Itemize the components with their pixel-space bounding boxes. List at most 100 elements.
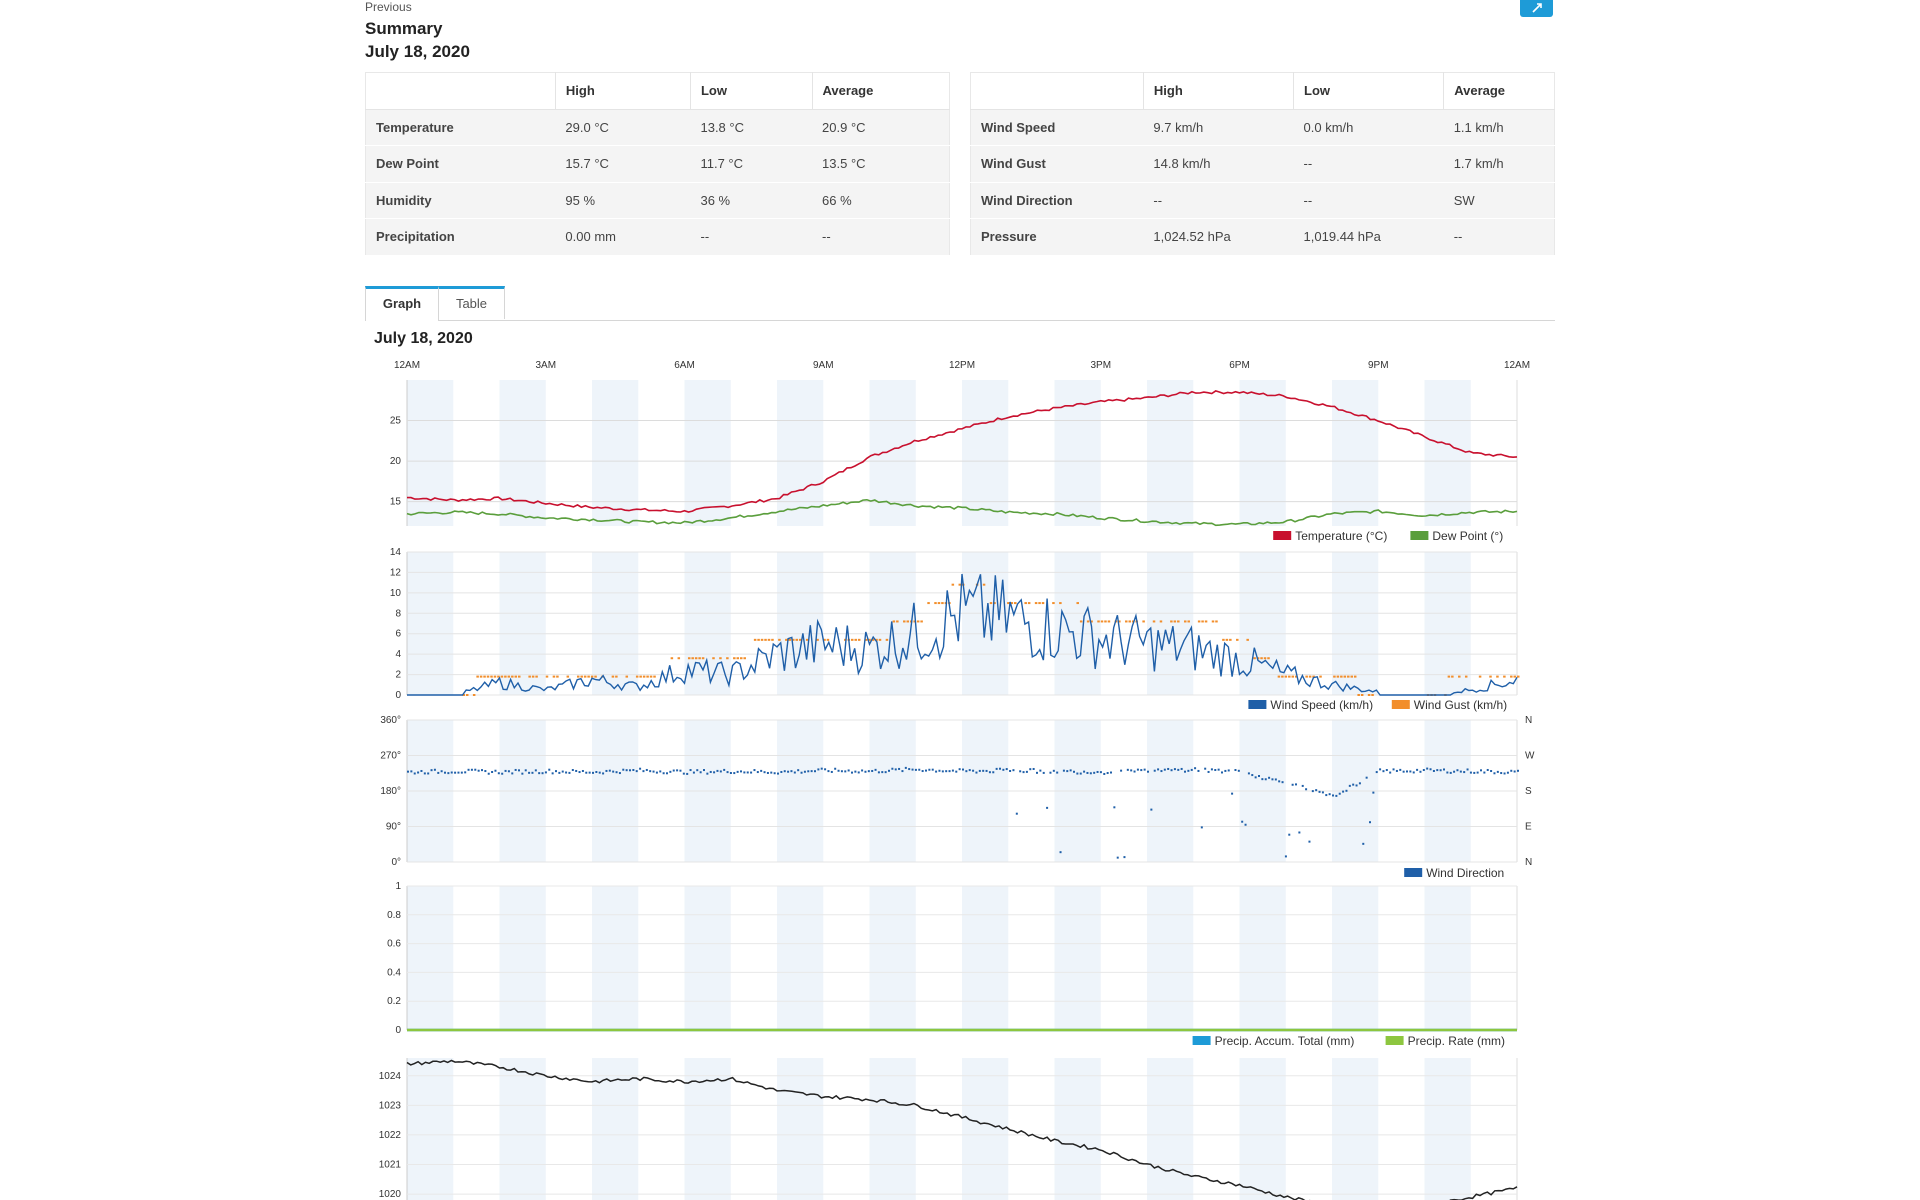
direction-point	[1244, 823, 1247, 826]
y-tick-label: 12	[390, 567, 402, 578]
direction-point	[588, 771, 591, 774]
direction-point	[1449, 771, 1452, 774]
direction-point	[1039, 769, 1042, 772]
previous-link[interactable]: Previous	[365, 0, 412, 14]
gust-mark	[1517, 675, 1520, 678]
hour-band	[1424, 886, 1471, 1030]
direction-point	[817, 768, 820, 771]
direction-point	[1517, 769, 1519, 772]
direction-point	[854, 770, 857, 773]
gust-mark	[1288, 675, 1291, 678]
gust-mark	[594, 675, 597, 678]
direction-point	[837, 769, 840, 772]
direction-point	[1059, 851, 1062, 854]
direction-point	[1234, 769, 1237, 772]
tab-table[interactable]: Table	[439, 286, 505, 319]
hour-band	[407, 552, 454, 695]
direction-point	[931, 768, 934, 771]
expand-button[interactable]	[1520, 0, 1553, 17]
cell-low: 13.8 °C	[690, 108, 813, 146]
direction-point	[911, 768, 914, 771]
direction-point	[723, 768, 726, 771]
direction-point	[965, 770, 968, 773]
y-tick-label: 4	[395, 649, 401, 660]
direction-point	[1469, 771, 1472, 774]
gust-mark	[535, 675, 538, 678]
direction-point	[753, 769, 756, 772]
direction-point	[1083, 770, 1086, 773]
direction-point	[1103, 772, 1106, 775]
direction-point	[1049, 771, 1052, 774]
direction-point	[1466, 768, 1469, 771]
gust-mark	[476, 675, 479, 678]
direction-point	[1187, 769, 1190, 772]
gust-mark	[1076, 602, 1079, 605]
direction-point	[635, 770, 638, 773]
gust-mark	[611, 675, 615, 678]
direction-point	[645, 768, 648, 771]
direction-point	[1147, 770, 1149, 773]
direction-point	[706, 772, 709, 775]
y-tick-label: 0.6	[387, 939, 401, 950]
direction-point	[1062, 769, 1065, 772]
direction-point	[1358, 782, 1361, 785]
direction-point	[1352, 783, 1355, 786]
y-tick-label: 1022	[379, 1130, 402, 1141]
direction-point	[1375, 771, 1378, 774]
gust-mark	[1097, 620, 1100, 623]
direction-point	[982, 769, 985, 772]
summary-table-right: High Low Average Wind Speed 9.7 km/h 0.0…	[970, 72, 1555, 256]
direction-point	[1015, 812, 1018, 815]
gust-mark	[1125, 620, 1128, 623]
direction-point	[1130, 769, 1133, 772]
gust-mark	[1347, 675, 1350, 678]
direction-point	[410, 770, 413, 773]
table-row: Temperature 29.0 °C 13.8 °C 20.9 °C	[365, 108, 950, 146]
direction-point	[484, 770, 487, 773]
legend-swatch	[1404, 868, 1423, 877]
direction-point	[1210, 768, 1213, 771]
direction-point	[507, 770, 510, 773]
y-tick-label: 2	[395, 670, 401, 681]
direction-point	[1099, 771, 1102, 774]
cell-average: 66 %	[812, 181, 950, 219]
direction-point	[696, 769, 699, 772]
y-tick-label: 0.4	[387, 967, 401, 978]
gust-mark	[740, 657, 743, 660]
direction-point	[444, 771, 446, 774]
direction-point	[985, 769, 988, 772]
direction-point	[807, 770, 810, 773]
direction-point	[1150, 808, 1153, 811]
direction-point	[608, 769, 611, 772]
direction-point	[1325, 794, 1328, 797]
direction-point	[857, 771, 860, 774]
cell-high: 29.0 °C	[555, 108, 691, 146]
y-tick-label: 180°	[380, 786, 401, 797]
hour-band	[407, 886, 454, 1030]
direction-point	[1029, 768, 1032, 771]
direction-point	[413, 772, 416, 775]
time-axis-label: 6PM	[1229, 360, 1250, 371]
gust-mark	[1118, 620, 1121, 623]
direction-point	[531, 771, 534, 774]
cell-low: 1,019.44 hPa	[1293, 218, 1444, 256]
y-tick-label-right: N	[1525, 715, 1532, 726]
gust-mark	[493, 675, 497, 678]
y-tick-label: 90°	[386, 822, 401, 833]
gust-mark	[1027, 602, 1031, 605]
direction-point	[1284, 855, 1287, 858]
gust-mark	[792, 638, 795, 641]
gust-mark	[1312, 675, 1315, 678]
direction-point	[1271, 778, 1274, 781]
tab-graph[interactable]: Graph	[365, 286, 439, 321]
y-tick-label-right: S	[1525, 786, 1532, 797]
direction-point	[1116, 856, 1119, 859]
direction-point	[615, 771, 618, 774]
gust-mark	[753, 638, 757, 641]
direction-point	[1318, 790, 1321, 793]
direction-point	[1399, 768, 1402, 771]
gust-mark	[1024, 602, 1027, 605]
direction-point	[1392, 768, 1395, 771]
gust-mark	[795, 638, 798, 641]
gust-mark	[1170, 620, 1173, 623]
